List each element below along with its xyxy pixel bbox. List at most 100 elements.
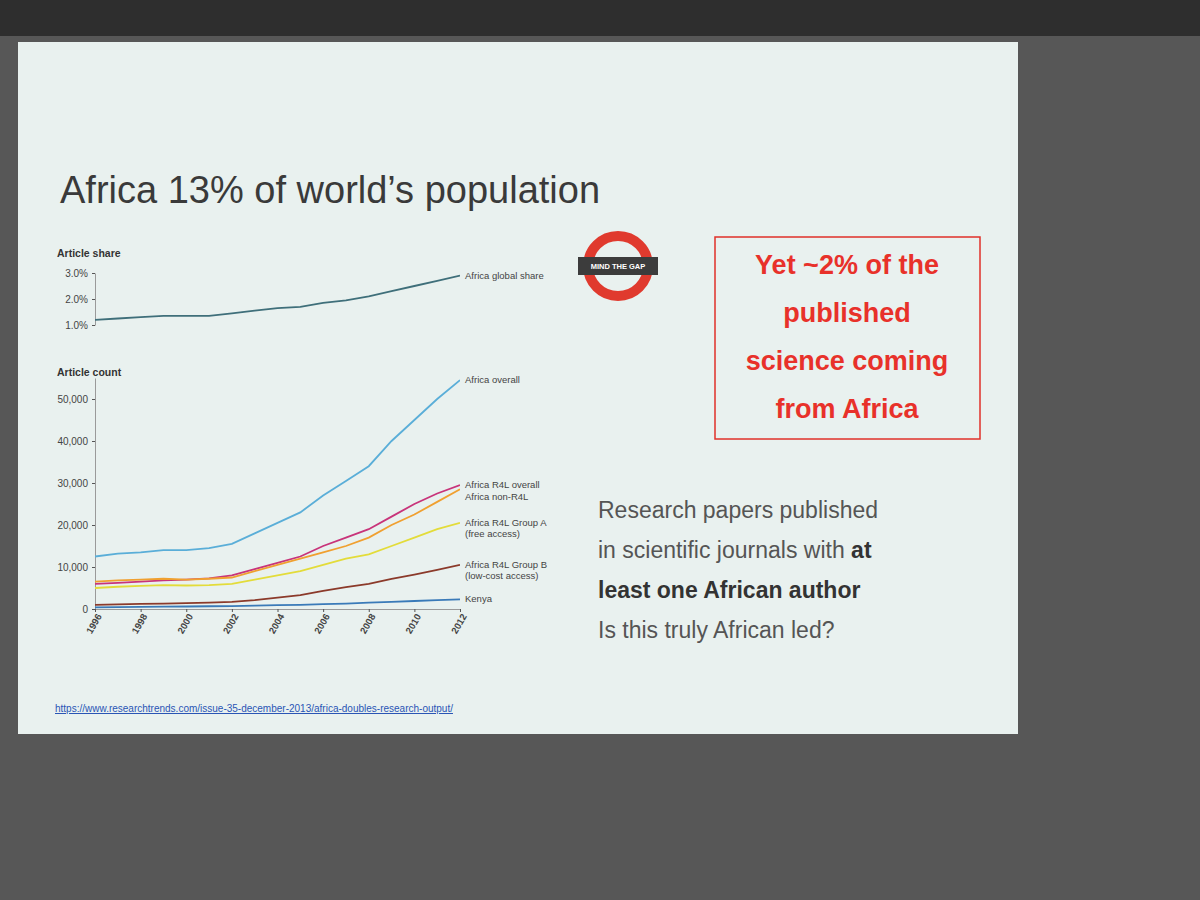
series-label: Africa R4L overall: [465, 479, 540, 490]
x-tick-label: 2008: [357, 612, 377, 636]
y-tick: 1.0%: [65, 320, 95, 331]
note-line: least one African author: [598, 577, 860, 603]
x-tick-label: 2004: [266, 611, 286, 635]
y-tick-label: 30,000: [57, 478, 88, 489]
y-axis-line: [95, 379, 96, 610]
y-tick: 2.0%: [65, 294, 95, 305]
logo-bar: [578, 257, 658, 275]
note-line: Research papers published: [598, 497, 878, 523]
x-axis: 1996 1998 2000 2002 2004 2006 2008 2010 2012: [84, 609, 469, 636]
window-strip: [0, 0, 1200, 36]
x-tick-mark: [186, 609, 187, 612]
y-tick-mark: [92, 483, 95, 484]
logo: MIND THE GAP: [578, 236, 658, 296]
series-line: [95, 599, 460, 607]
x-tick-mark: [323, 609, 324, 612]
y-tick: 3.0%: [65, 268, 95, 279]
y-tick-label: 40,000: [57, 436, 88, 447]
x-tick-label: 1998: [129, 612, 149, 636]
series-line: [95, 380, 460, 556]
x-tick-mark: [414, 609, 415, 612]
x-tick: 1998: [129, 609, 149, 636]
y-tick-mark: [92, 567, 95, 568]
series-label: Africa global share: [465, 270, 544, 281]
x-tick: 2006: [312, 609, 332, 636]
callout-line: published: [783, 298, 911, 328]
y-tick-mark: [92, 441, 95, 442]
series-line: [95, 523, 460, 588]
y-tick-mark: [92, 325, 95, 326]
x-tick-mark: [95, 609, 96, 612]
x-tick-label: 2012: [449, 612, 469, 636]
y-tick: 50,000: [57, 394, 95, 405]
y-tick-label: 0: [82, 604, 88, 615]
page: Africa 13% of world’s population 1.0% 2.0%…: [0, 0, 1200, 900]
x-tick: 2004: [266, 609, 286, 636]
plot-area: [95, 380, 460, 607]
y-tick: 40,000: [57, 436, 95, 447]
series-label: Africa non-R4L: [465, 491, 528, 502]
y-tick: 30,000: [57, 478, 95, 489]
series-line: [95, 485, 460, 584]
x-tick: 2000: [175, 609, 195, 636]
chart: 1.0% 2.0% 3.0% Article share Africa global s…: [57, 247, 544, 331]
series-label: Kenya: [465, 593, 493, 604]
x-tick-label: 2010: [403, 612, 423, 636]
y-tick-mark: [92, 609, 95, 610]
chart: 0 10,000 20,000 30,000 40,000 50,000 1996 1998 2…: [57, 366, 550, 636]
x-tick: 2008: [357, 609, 377, 636]
note-segment: Is this truly African led?: [598, 617, 835, 643]
x-tick: 2002: [221, 609, 241, 636]
series-label: Africa overall: [465, 374, 520, 385]
y-tick: 20,000: [57, 520, 95, 531]
series-line: [95, 276, 460, 320]
note-line: Is this truly African led?: [598, 617, 835, 643]
x-tick-label: 1996: [84, 612, 104, 636]
axis-title: Article share: [57, 247, 121, 259]
logo-ring: [588, 236, 648, 296]
y-tick-label: 50,000: [57, 394, 88, 405]
note-segment: in scientific journals with: [598, 537, 851, 563]
y-tick-mark: [92, 525, 95, 526]
source-link: https://www.researchtrends.com/issue-35-…: [55, 703, 453, 714]
axis-title: Article count: [57, 366, 122, 378]
callout-line: Yet ~2% of the: [755, 250, 939, 280]
y-tick-label: 2.0%: [65, 294, 88, 305]
logo-text: MIND THE GAP: [591, 262, 646, 271]
slide-title: Africa 13% of world’s population: [60, 169, 600, 211]
x-tick: 1996: [84, 609, 104, 636]
note-segment: least one African author: [598, 577, 860, 603]
wall: [0, 0, 1200, 900]
series-line: [95, 565, 460, 605]
callout-line: from Africa: [775, 394, 919, 424]
y-tick-label: 20,000: [57, 520, 88, 531]
slide-photo: Africa 13% of world’s population 1.0% 2.0%…: [0, 0, 1200, 900]
x-tick-mark: [141, 609, 142, 612]
callout-line: science coming: [746, 346, 949, 376]
x-tick-mark: [460, 609, 461, 612]
y-tick-label: 3.0%: [65, 268, 88, 279]
x-tick-mark: [278, 609, 279, 612]
y-tick-label: 1.0%: [65, 320, 88, 331]
y-tick-mark: [92, 273, 95, 274]
series-line: [95, 489, 460, 581]
series-label: Africa R4L Group B (low-cost access): [465, 559, 550, 581]
y-tick-mark: [92, 399, 95, 400]
x-tick-mark: [232, 609, 233, 612]
x-tick-label: 2002: [221, 612, 241, 636]
x-tick: 2010: [403, 609, 423, 636]
note-segment: Research papers published: [598, 497, 878, 523]
note-segment: at: [851, 537, 872, 563]
y-axis: 0 10,000 20,000 30,000 40,000 50,000: [57, 379, 95, 615]
y-tick-label: 10,000: [57, 562, 88, 573]
x-tick-mark: [369, 609, 370, 612]
x-tick: 2012: [449, 609, 469, 636]
plot-area: [95, 276, 460, 320]
y-axis-line: [95, 274, 96, 326]
y-tick: 10,000: [57, 562, 95, 573]
callout-box: [715, 237, 980, 439]
slide-background: [18, 42, 1018, 734]
x-tick-label: 2000: [175, 612, 195, 636]
x-tick-label: 2006: [312, 612, 332, 636]
series-label: Africa R4L Group A (free access): [465, 517, 549, 539]
